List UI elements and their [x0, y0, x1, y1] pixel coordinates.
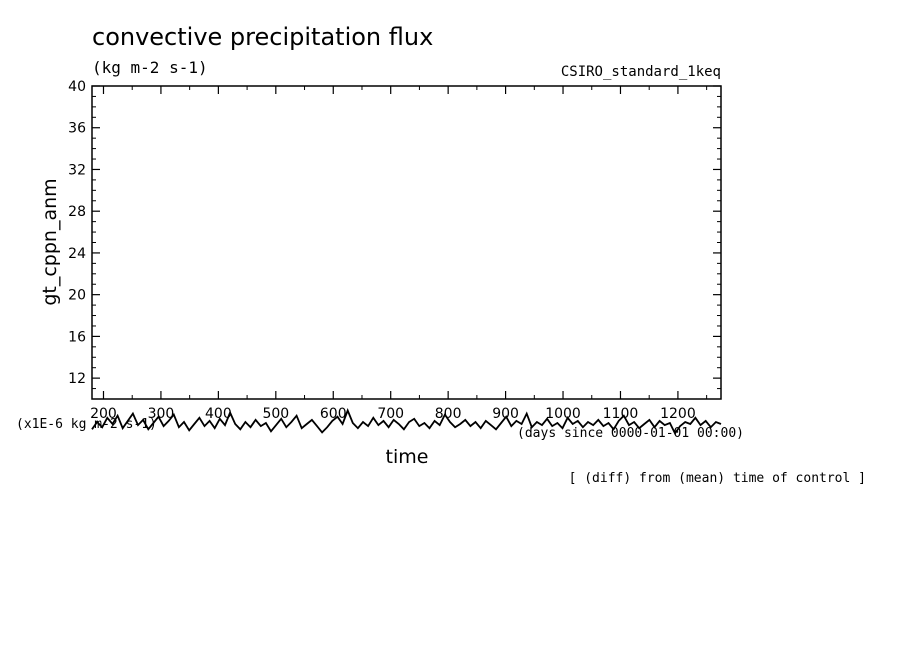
y-tick-label: 28 — [68, 204, 86, 220]
x-axis-ticks: 200 300 400 500 600 700 800 900 1000 1100 1200 — [90, 86, 696, 422]
x-tick-label: 800 — [435, 406, 462, 422]
x-axis-minor-ticks — [131, 86, 708, 399]
y-axis-ticks: 12 16 20 24 28 32 36 40 — [68, 79, 721, 387]
x-tick-label: 300 — [148, 406, 175, 422]
x-tick-label: 1200 — [660, 406, 696, 422]
y-tick-label: 12 — [68, 371, 86, 387]
y-tick-label: 16 — [68, 329, 86, 345]
y-scale-note: (x1E-6 kg m-2 s-1) — [16, 417, 157, 432]
x-units-label: (days since 0000-01-01 00:00) — [517, 426, 744, 441]
dataset-label: CSIRO_standard_1keq — [561, 64, 721, 80]
x-tick-label: 1100 — [603, 406, 639, 422]
y-tick-label: 20 — [68, 288, 86, 304]
y-tick-label: 40 — [68, 79, 86, 95]
chart-units: (kg m-2 s-1) — [92, 58, 208, 77]
x-tick-label: 600 — [320, 406, 347, 422]
x-tick-label: 1000 — [545, 406, 581, 422]
series-line — [91, 408, 722, 436]
x-tick-label: 400 — [205, 406, 232, 422]
x-axis-label: time — [386, 446, 429, 468]
x-tick-label: 500 — [262, 406, 289, 422]
plot-frame — [91, 85, 722, 400]
x-tick-label: 700 — [377, 406, 404, 422]
x-tick-label: 200 — [90, 406, 117, 422]
diff-note: [ (diff) from (mean) time of control ] — [569, 471, 866, 486]
y-axis-minor-ticks — [92, 95, 721, 400]
y-axis-label: gt_cppn_anm — [39, 178, 61, 305]
chart-title: convective precipitation flux — [92, 23, 433, 51]
x-tick-label: 900 — [492, 406, 519, 422]
y-tick-label: 32 — [68, 162, 86, 178]
y-tick-label: 36 — [68, 121, 86, 137]
y-tick-label: 24 — [68, 246, 86, 262]
